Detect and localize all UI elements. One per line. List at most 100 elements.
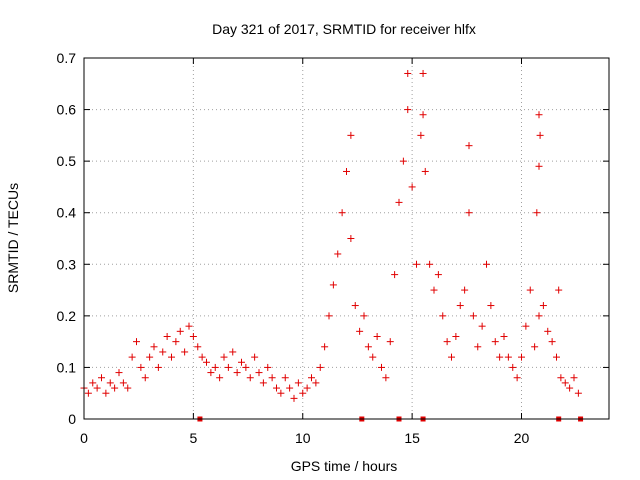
data-point [329,281,337,289]
chart-title: Day 321 of 2017, SRMTID for receiver hlf… [212,21,476,37]
data-point [419,111,427,119]
data-point [277,389,285,397]
data-point [163,332,171,340]
data-point [124,384,132,392]
data-point [439,312,447,320]
data-point [229,348,237,356]
data-point [255,369,263,377]
data-point [448,353,455,361]
data-point [111,384,119,392]
data-point [194,343,202,351]
data-point [303,384,311,392]
data-point [535,111,543,119]
data-point [474,343,482,351]
data-point [220,353,228,361]
data-point [509,363,517,371]
y-tick-label: 0.3 [57,256,77,272]
data-point [203,358,210,366]
data-point [382,374,390,382]
data-point [281,374,289,382]
y-tick-label: 0.4 [57,205,77,221]
data-point [93,384,101,392]
data-point [553,353,560,361]
data-point [98,374,105,382]
data-point [259,379,267,387]
data-point [500,332,508,340]
y-tick-label: 0.1 [57,359,77,375]
data-point [211,363,219,371]
data-point [526,286,534,294]
data-point [242,363,250,371]
data-point [378,363,385,371]
data-point [557,374,565,382]
data-point [535,162,543,170]
data-point [268,374,276,382]
data-point [351,302,359,310]
data-point [504,353,512,361]
data-point [570,374,578,382]
y-tick-label: 0.7 [57,50,77,66]
data-point [347,131,355,139]
data-point [574,389,582,397]
data-point [566,384,574,392]
data-point [413,260,420,268]
data-point [325,312,333,320]
data-point [316,363,324,371]
y-tick-label: 0.6 [57,102,77,118]
data-point [216,374,224,382]
data-point [487,302,495,310]
data-point [548,338,556,346]
data-point [518,353,525,361]
data-point [141,374,149,382]
data-point [373,332,381,340]
x-tick-label: 20 [514,430,530,446]
data-point [159,348,167,356]
axis-ticks [83,57,609,420]
x-tick-label: 5 [189,430,197,446]
data-point [189,332,197,340]
data-point [273,384,280,392]
x-tick-label: 15 [404,430,420,446]
data-point [539,302,547,310]
plot-frame [83,57,610,420]
data-point [321,343,329,351]
y-tick-label: 0.5 [57,153,77,169]
data-point [522,322,530,330]
data-point [356,327,364,335]
data-point [106,379,114,387]
data-point [299,389,307,397]
data-point [238,358,245,366]
data-point [513,374,521,382]
data-point [133,338,140,346]
y-tick-labels: 0 0.1 0.2 0.3 0.4 0.5 0.6 0.7 [57,50,77,427]
data-point [233,369,241,377]
data-point [533,209,541,217]
data-point [395,198,403,206]
data-point [417,131,425,139]
data-point [251,353,259,361]
data-point [198,353,206,361]
data-point [531,343,539,351]
data-point [535,312,543,320]
data-point [172,338,180,346]
x-tick-labels: 0 5 10 15 20 [80,430,529,446]
data-point [419,69,427,77]
data-point [478,322,486,330]
data-point [430,286,438,294]
data-point [461,286,469,294]
y-tick-label: 0.2 [57,308,77,324]
data-points [80,69,582,402]
y-tick-label: 0 [68,411,76,427]
data-point [434,271,442,279]
data-point [491,338,499,346]
data-point [399,157,407,165]
data-point [185,322,193,330]
data-point [246,374,254,382]
data-point [483,260,490,268]
data-point [386,338,394,346]
data-point [128,353,136,361]
data-point [561,379,569,387]
data-point [102,389,110,397]
data-point [404,69,412,77]
